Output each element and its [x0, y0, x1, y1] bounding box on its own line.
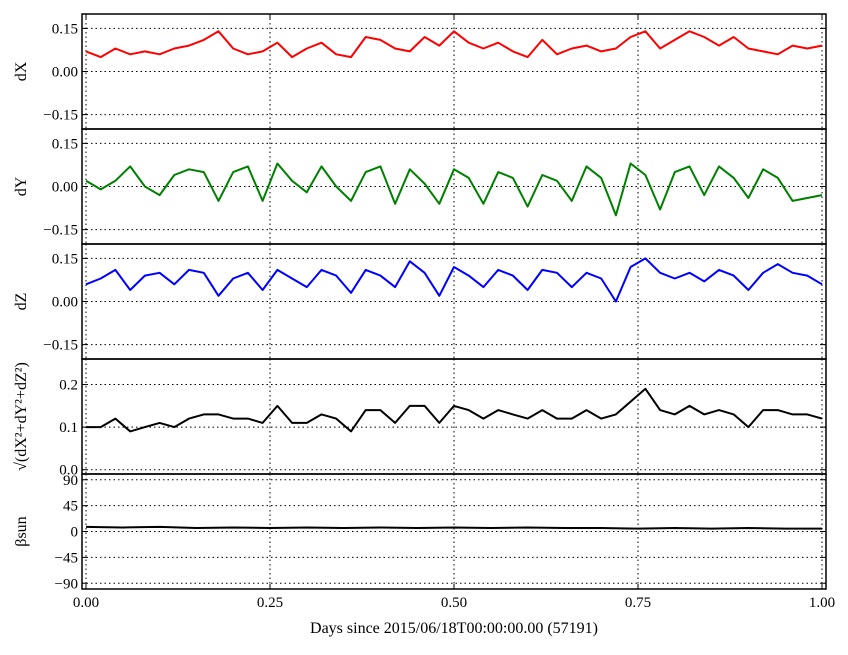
y-tick-label: 0: [71, 525, 79, 541]
y-tick-label: −90: [55, 576, 78, 592]
y-tick-label: 0.0: [59, 463, 78, 479]
panel-frame: [81, 473, 827, 590]
x-tick-label: 0.25: [257, 595, 283, 611]
y-tick-label: 0.15: [52, 251, 78, 267]
y-tick-label: −0.15: [43, 223, 78, 239]
y-tick-label: 0.00: [52, 65, 78, 81]
series-line-dx: [85, 30, 823, 59]
y-tick-label: −0.15: [43, 108, 78, 124]
y-axis-title: dX: [13, 61, 30, 81]
x-tick-label: 0.50: [441, 595, 467, 611]
series-line-dy: [85, 162, 823, 217]
y-tick-label: 0.15: [52, 21, 78, 37]
series-line-beta-sun: [85, 525, 822, 530]
y-tick-label: 0.2: [59, 378, 78, 394]
y-tick-label: 45: [63, 499, 78, 515]
x-axis-title: Days since 2015/06/18T00:00:00.00 (57191…: [310, 620, 598, 637]
y-tick-label: 0.00: [52, 295, 78, 311]
y-tick-label: −0.15: [43, 338, 78, 354]
series-line-dz: [85, 257, 823, 303]
x-tick-label: 0.00: [73, 595, 99, 611]
series-line-magnitude: [86, 387, 823, 433]
panel-magnitude: 0.0 0.1 0.2 √(dX²+dY²+dZ²): [13, 358, 827, 479]
panel-dx: −0.15 0.00 0.15 dX: [13, 13, 827, 130]
panel-dz: −0.15 0.00 0.15 dZ: [13, 243, 827, 360]
x-tick-label: 1.00: [809, 595, 835, 611]
y-tick-label: −45: [55, 550, 78, 566]
y-axis-title: βsun: [13, 516, 30, 546]
y-axis-title: dZ: [13, 293, 30, 311]
x-tick-label: 0.75: [625, 595, 651, 611]
panel-dy: −0.15 0.00 0.15 dY: [13, 128, 827, 245]
y-tick-label: 0.1: [59, 420, 78, 436]
y-tick-label: 90: [63, 473, 78, 489]
y-axis-title: dY: [13, 176, 30, 196]
y-tick-label: 0.15: [52, 136, 78, 152]
y-tick-label: 0.00: [52, 180, 78, 196]
panel-beta-sun: −90 −45 0 45 90 βsun: [13, 473, 827, 592]
panel-frame: [81, 243, 827, 360]
panel-frame: [81, 128, 827, 245]
panels-layer: −0.150.000.15dX−0.150.000.15dY−0.150.000…: [13, 13, 835, 611]
y-axis-title: √(dX²+dY²+dZ²): [13, 362, 30, 471]
x-axis: 0.00 0.25 0.50 0.75 1.00: [73, 14, 835, 611]
